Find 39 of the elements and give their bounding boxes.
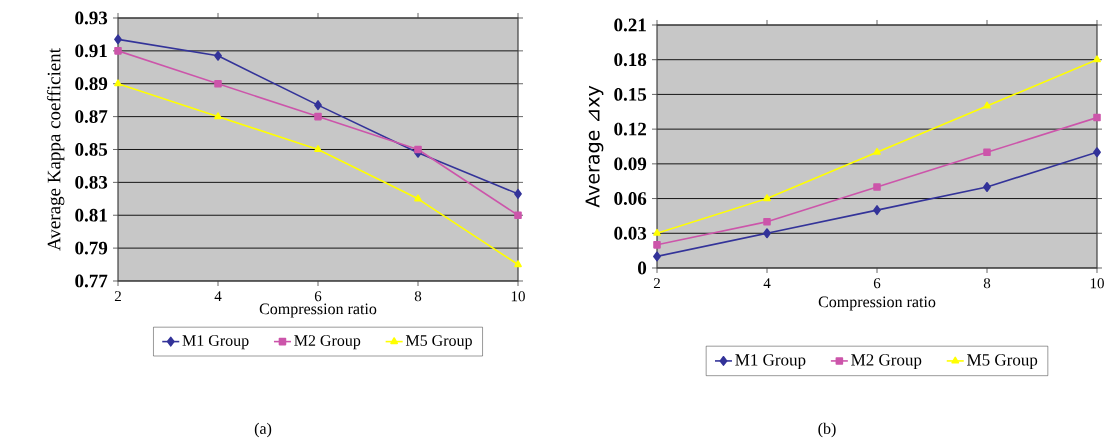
legend-label: M1 Group	[182, 335, 249, 350]
y-tick-label: 0.03	[614, 226, 647, 240]
text: (a)	[254, 422, 272, 438]
y-tick-label: 0.15	[614, 87, 647, 101]
y-tick-label: 0.79	[75, 241, 108, 255]
legend-label: M5 Group	[967, 354, 1038, 370]
y-tick-label: 0.81	[75, 208, 107, 222]
y-tick-label: 0.89	[75, 77, 108, 91]
y-tick-label: 0	[638, 261, 647, 275]
y-tick-label: 0.12	[614, 122, 646, 136]
y-tick-label: 0.83	[75, 175, 108, 189]
y-tick-label: 0.93	[75, 11, 108, 25]
x-tick-label: 8	[414, 291, 422, 302]
y-tick-label: 0.09	[614, 157, 647, 171]
y-tick-label: 0.85	[75, 143, 108, 156]
y-tick-label: 0.18	[614, 53, 647, 67]
x-axis-title: Compression ratio	[818, 296, 936, 311]
y-tick-label: 0.06	[614, 192, 647, 206]
y-axis-title: Average Kappa coefficient	[46, 48, 65, 251]
y-tick-label: 0.77	[75, 274, 108, 288]
x-axis-title: Compression ratio	[259, 303, 377, 318]
x-tick-label: 4	[763, 278, 771, 289]
x-tick-label: 10	[1090, 278, 1104, 289]
y-tick-label: 0.87	[75, 110, 108, 124]
legend-label: M5 Group	[405, 335, 472, 350]
x-tick-label: 10	[511, 291, 525, 302]
text: (b)	[818, 422, 836, 438]
y-tick-label: 0.91	[75, 44, 107, 58]
x-tick-label: 2	[653, 278, 660, 289]
x-tick-label: 2	[114, 291, 121, 302]
x-tick-label: 8	[983, 278, 991, 289]
x-tick-label: 4	[214, 291, 222, 302]
x-tick-label: 6	[873, 278, 881, 289]
y-axis-title: Average ⊿xy	[585, 85, 604, 208]
x-tick-label: 6	[314, 291, 322, 302]
y-tick-label: 0.21	[614, 18, 646, 32]
legend-label: M2 Group	[294, 335, 361, 350]
legend-label: M1 Group	[735, 354, 806, 370]
legend-label: M2 Group	[851, 354, 922, 370]
